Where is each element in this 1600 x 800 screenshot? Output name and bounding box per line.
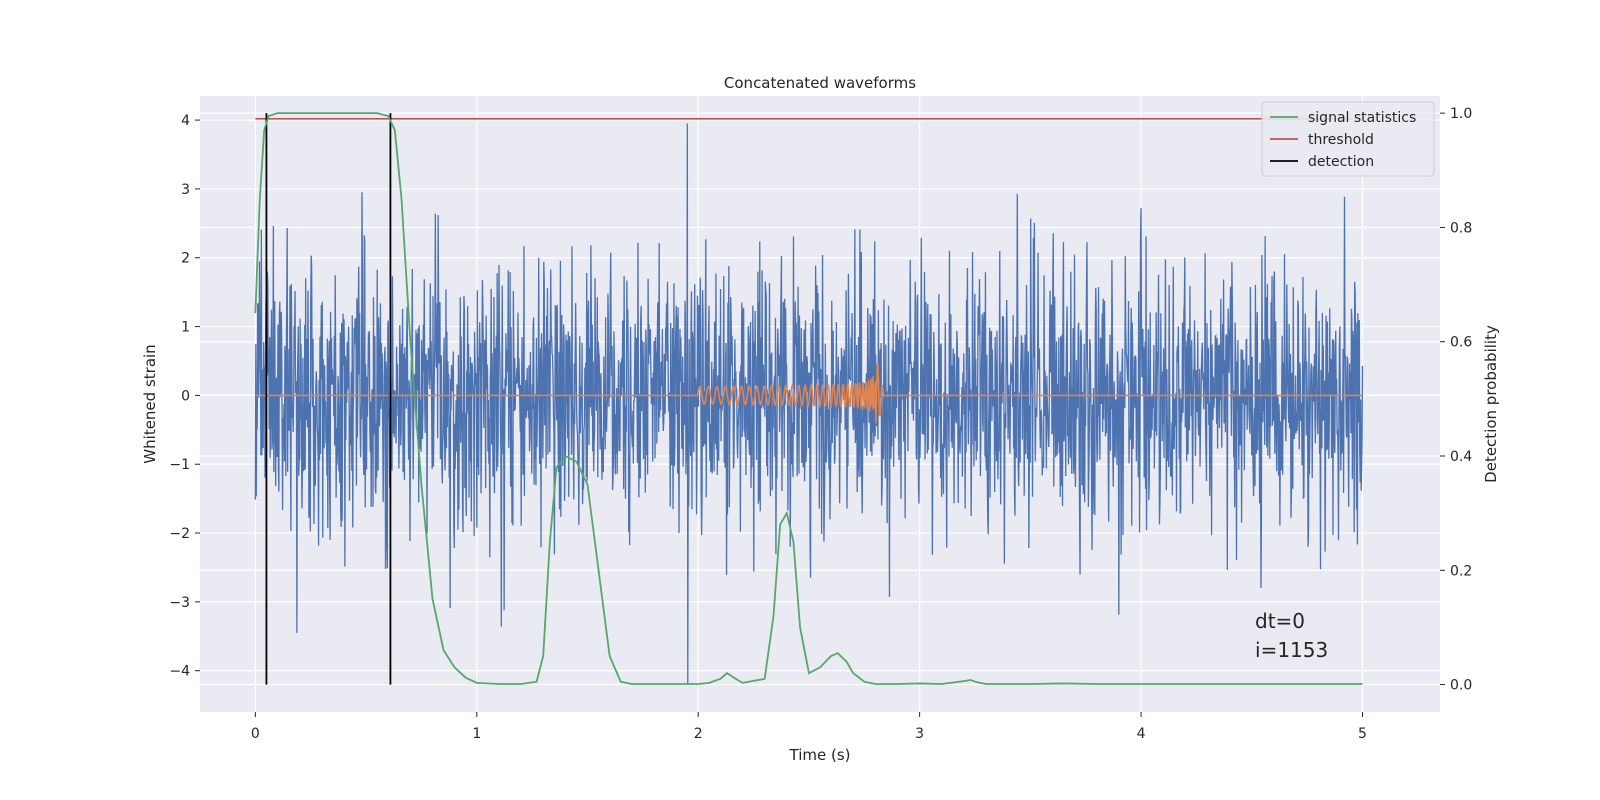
x-tick-label: 3: [915, 726, 924, 742]
y-tick-label: −2: [169, 526, 190, 542]
axis-ticks: 0 1 2 3 4 5 −4 −3 −2 −1 0 1 2 3 4 0.0 0.2 0.4 0.6 0.8 1.0: [169, 106, 1472, 742]
y2-tick-label: 1.0: [1450, 106, 1472, 122]
x-tick-label: 2: [694, 726, 703, 742]
chart-title: Concatenated waveforms: [724, 74, 916, 92]
y-tick-label: 1: [181, 320, 190, 336]
strain-series-line: [254, 123, 1364, 685]
y2-tick-label: 0.8: [1450, 220, 1472, 236]
template-series-line: [254, 363, 1363, 424]
x-tick-label: 1: [472, 726, 481, 742]
x-tick-label: 0: [251, 726, 260, 742]
x-axis-label: Time (s): [789, 746, 851, 764]
legend-box: [1261, 101, 1435, 177]
annotation-dt: dt=0: [1255, 609, 1305, 633]
legend-label: signal statistics: [1308, 110, 1416, 126]
y-tick-label: 4: [181, 113, 190, 129]
y-tick-label: 2: [181, 251, 190, 267]
y-axis-label: Whitened strain: [141, 344, 159, 463]
plot-content: [254, 112, 1364, 685]
legend: signal statistics threshold detection: [1261, 101, 1435, 177]
detection-lines: [265, 113, 392, 685]
annotation-index: i=1153: [1255, 638, 1328, 662]
y-tick-label: 0: [181, 388, 190, 404]
y-tick-label: −4: [169, 664, 190, 680]
x-tick-label: 5: [1358, 726, 1367, 742]
y2-tick-label: 0.2: [1450, 563, 1472, 579]
y2-axis-label: Detection probability: [1482, 325, 1500, 483]
y-tick-label: −3: [169, 595, 190, 611]
x-tick-label: 4: [1137, 726, 1146, 742]
y-tick-label: 3: [181, 182, 190, 198]
y2-tick-label: 0.6: [1450, 335, 1472, 351]
legend-label: threshold: [1308, 132, 1374, 148]
signal-statistics-line: [254, 112, 1363, 685]
y2-tick-label: 0.4: [1450, 449, 1472, 465]
y-tick-label: −1: [169, 457, 190, 473]
y2-tick-label: 0.0: [1450, 678, 1472, 694]
legend-label: detection: [1308, 154, 1374, 170]
